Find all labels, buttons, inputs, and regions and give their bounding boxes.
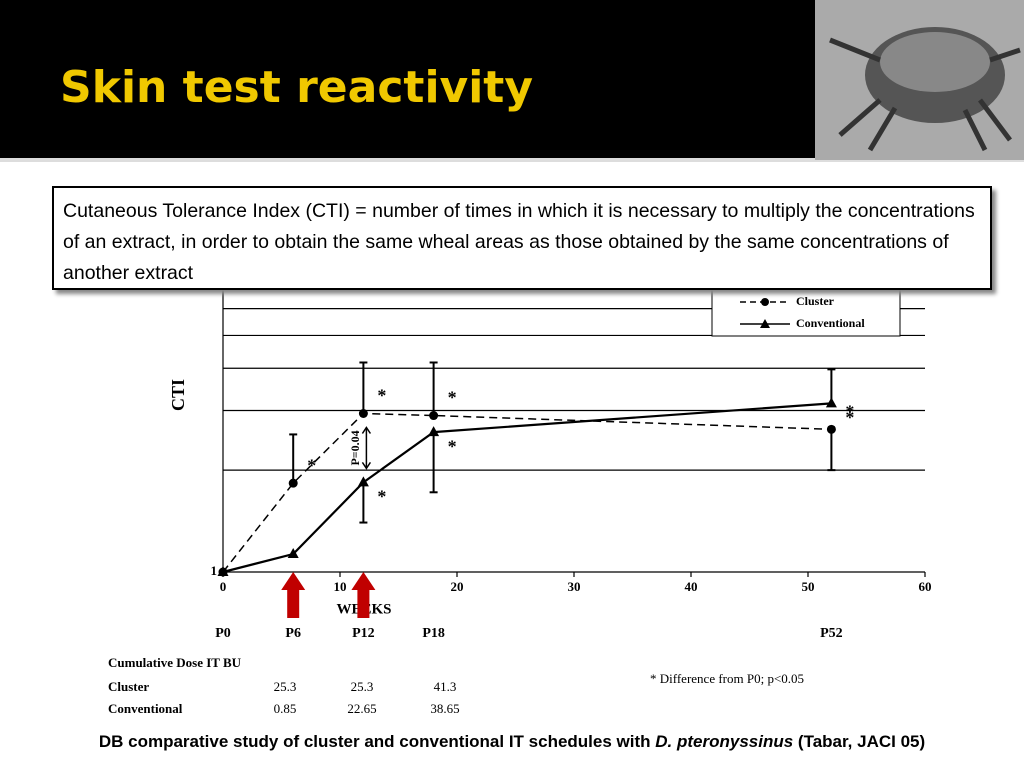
point (825, 397, 837, 408)
point (358, 409, 368, 419)
legend-label: Cluster (796, 294, 835, 308)
significance-flag: * (845, 401, 854, 421)
significance-flag: * (307, 455, 316, 475)
y-axis-label: CTI (168, 379, 188, 411)
table-cell: 25.3 (351, 679, 374, 694)
caption-text: DB comparative study of cluster and conv… (98, 732, 656, 751)
x-tick-label: 0 (220, 579, 227, 594)
phase-label: P52 (820, 626, 843, 641)
point (826, 424, 836, 434)
legend-marker (760, 319, 770, 328)
point (428, 426, 440, 437)
phase-label: P12 (352, 626, 375, 641)
p-annotation: P=0.04 (348, 430, 362, 465)
definition-box: Cutaneous Tolerance Index (CTI) = number… (52, 186, 992, 290)
x-tick-label: 60 (919, 579, 932, 594)
phase-label: P0 (215, 626, 231, 641)
significance-flag: * (377, 386, 386, 406)
phase-label: P6 (285, 626, 301, 641)
x-tick-label: 20 (451, 579, 464, 594)
table-cell: 22.65 (347, 701, 376, 716)
table-cell: 41.3 (434, 679, 457, 694)
table-cell: 0.85 (274, 701, 297, 716)
y-tick-label: 1 (211, 563, 218, 578)
series-line (222, 402, 832, 574)
visit-arrow (281, 572, 306, 618)
slide-title: Skin test reactivity (60, 62, 533, 113)
phase-label: P18 (422, 626, 445, 641)
x-tick-label: 10 (334, 579, 347, 594)
significance-flag: * (845, 407, 854, 427)
table-title: Cumulative Dose IT BU (108, 655, 242, 670)
point (287, 548, 299, 559)
point (357, 476, 369, 487)
significance-flag: * (448, 436, 457, 456)
significance-flag: * (377, 487, 386, 507)
legend: Cluster Conventional (711, 281, 901, 337)
visit-arrow (351, 572, 376, 618)
table-row-label: Conventional (108, 701, 183, 716)
legend-marker (761, 298, 769, 306)
table-cell: 38.65 (430, 701, 459, 716)
caption-species: D. pteronyssinus (655, 732, 794, 751)
point (217, 566, 229, 576)
p-arrow-head (361, 426, 372, 470)
point (288, 478, 298, 488)
caption-text: (Tabar, JACI 05) (793, 732, 926, 751)
header-rule (0, 158, 1024, 162)
point (429, 411, 439, 421)
footnote: * Difference from P0; p<0.05 (650, 671, 804, 686)
table-cell: 25.3 (274, 679, 297, 694)
x-tick-label: 40 (685, 579, 698, 594)
mite-photo (815, 0, 1024, 160)
legend-label: Conventional (796, 316, 865, 330)
series-line (222, 412, 832, 573)
caption: DB comparative study of cluster and conv… (0, 732, 1024, 752)
x-tick-label: 30 (568, 579, 581, 594)
significance-flag: * (448, 388, 457, 408)
legend-box (711, 281, 901, 337)
x-tick-label: 50 (802, 579, 815, 594)
table-row-label: Cluster (108, 679, 149, 694)
